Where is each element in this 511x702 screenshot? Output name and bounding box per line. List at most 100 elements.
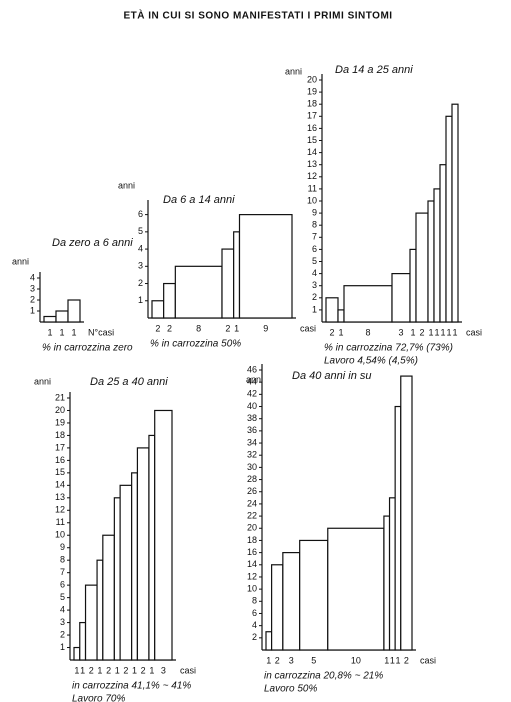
bar xyxy=(148,434,156,661)
chart-title: Da zero a 6 anni xyxy=(52,237,133,249)
case-count: 2 xyxy=(404,655,409,665)
y-tick-label: 19 xyxy=(55,417,65,427)
y-tick-label: 13 xyxy=(307,159,317,169)
page-title: ETÀ IN CUI SI SONO MANIFESTATI I PRIMI S… xyxy=(123,9,392,22)
y-axis-label: anni xyxy=(118,180,135,190)
bar xyxy=(409,248,417,323)
bar xyxy=(343,285,393,323)
note: % in carrozzina zero xyxy=(42,343,133,354)
bar xyxy=(445,115,453,323)
case-count: 1 xyxy=(132,665,137,675)
y-tick-label: 15 xyxy=(307,135,317,145)
y-tick-label: 14 xyxy=(307,147,317,157)
y-tick-label: 6 xyxy=(60,580,65,590)
bar xyxy=(388,497,396,651)
y-tick-label: 18 xyxy=(55,430,65,440)
case-count: 1 xyxy=(74,665,79,675)
y-tick-label: 4 xyxy=(252,620,257,630)
y-tick-label: 19 xyxy=(307,86,317,96)
y-tick-label: 11 xyxy=(56,517,65,527)
case-count: 2 xyxy=(225,323,230,333)
y-axis-label: anni xyxy=(34,376,51,386)
bar xyxy=(79,621,87,661)
case-count: 9 xyxy=(263,323,268,333)
case-count: 1 xyxy=(446,327,451,337)
case-count: 1 xyxy=(115,665,120,675)
case-count: 2 xyxy=(329,327,334,337)
y-tick-label: 16 xyxy=(307,123,317,133)
case-count: 1 xyxy=(384,655,389,665)
case-count: 2 xyxy=(275,655,280,665)
note: % in carrozzina 72,7% (73%) xyxy=(324,343,453,354)
y-tick-label: 10 xyxy=(247,584,257,594)
y-tick-label: 12 xyxy=(55,505,65,515)
y-tick-label: 17 xyxy=(307,111,317,121)
case-count: 1 xyxy=(80,665,85,675)
case-count: 1 xyxy=(390,655,395,665)
y-tick-label: 4 xyxy=(60,604,65,614)
y-tick-label: 9 xyxy=(60,542,65,552)
case-count: 1 xyxy=(47,327,52,337)
bar xyxy=(383,515,391,651)
bar xyxy=(151,300,165,319)
note: Lavoro 4,54% (4,5%) xyxy=(324,356,418,367)
case-count: 1 xyxy=(434,327,439,337)
y-tick-label: 13 xyxy=(55,492,65,502)
bar xyxy=(136,447,150,661)
y-tick-label: 5 xyxy=(138,226,143,236)
case-count: 1 xyxy=(59,327,64,337)
y-tick-label: 38 xyxy=(247,413,257,423)
y-tick-label: 3 xyxy=(138,261,143,271)
y-tick-label: 16 xyxy=(55,455,65,465)
case-count: 3 xyxy=(289,655,294,665)
x-axis-label: casi xyxy=(180,665,196,675)
y-tick-label: 6 xyxy=(252,608,257,618)
y-axis-label: anni xyxy=(246,374,263,384)
case-count: 1 xyxy=(428,327,433,337)
chart-title: Da 25 a 40 anni xyxy=(90,376,168,388)
y-tick-label: 28 xyxy=(247,474,257,484)
y-tick-label: 4 xyxy=(312,268,317,278)
y-axis-label: anni xyxy=(12,256,29,266)
y-tick-label: 20 xyxy=(307,74,317,84)
bar xyxy=(221,248,235,319)
y-tick-label: 32 xyxy=(247,450,257,460)
note: in carrozzina 41,1% ~ 41% xyxy=(72,681,191,692)
y-tick-label: 1 xyxy=(30,305,35,315)
y-tick-label: 46 xyxy=(247,364,257,374)
case-count: 2 xyxy=(167,323,172,333)
case-count: 1 xyxy=(338,327,343,337)
y-tick-label: 36 xyxy=(247,425,257,435)
y-tick-label: 24 xyxy=(247,498,257,508)
case-count: 8 xyxy=(196,323,201,333)
y-tick-label: 1 xyxy=(60,642,65,652)
y-tick-label: 3 xyxy=(312,280,317,290)
bar xyxy=(73,646,81,661)
case-count: 1 xyxy=(440,327,445,337)
y-tick-label: 8 xyxy=(60,555,65,565)
y-tick-label: 10 xyxy=(307,195,317,205)
case-count: 10 xyxy=(351,655,361,665)
bar xyxy=(299,539,329,651)
x-axis-label: N°casi xyxy=(88,327,114,337)
y-tick-label: 14 xyxy=(55,480,65,490)
bar xyxy=(451,103,459,323)
y-tick-label: 18 xyxy=(247,535,257,545)
chart-title: Da 14 a 25 anni xyxy=(335,64,413,76)
y-tick-label: 26 xyxy=(247,486,257,496)
bar xyxy=(271,564,284,651)
y-tick-label: 18 xyxy=(307,99,317,109)
note: Lavoro 70% xyxy=(72,694,125,702)
bar xyxy=(439,164,447,323)
y-tick-label: 11 xyxy=(308,183,317,193)
case-count: 1 xyxy=(149,665,154,675)
x-axis-label: casi xyxy=(300,323,316,333)
case-count: 1 xyxy=(266,655,271,665)
y-tick-label: 8 xyxy=(312,220,317,230)
case-count: 1 xyxy=(97,665,102,675)
y-tick-label: 3 xyxy=(60,617,65,627)
y-tick-label: 4 xyxy=(138,243,143,253)
case-count: 2 xyxy=(141,665,146,675)
bar xyxy=(400,375,413,651)
